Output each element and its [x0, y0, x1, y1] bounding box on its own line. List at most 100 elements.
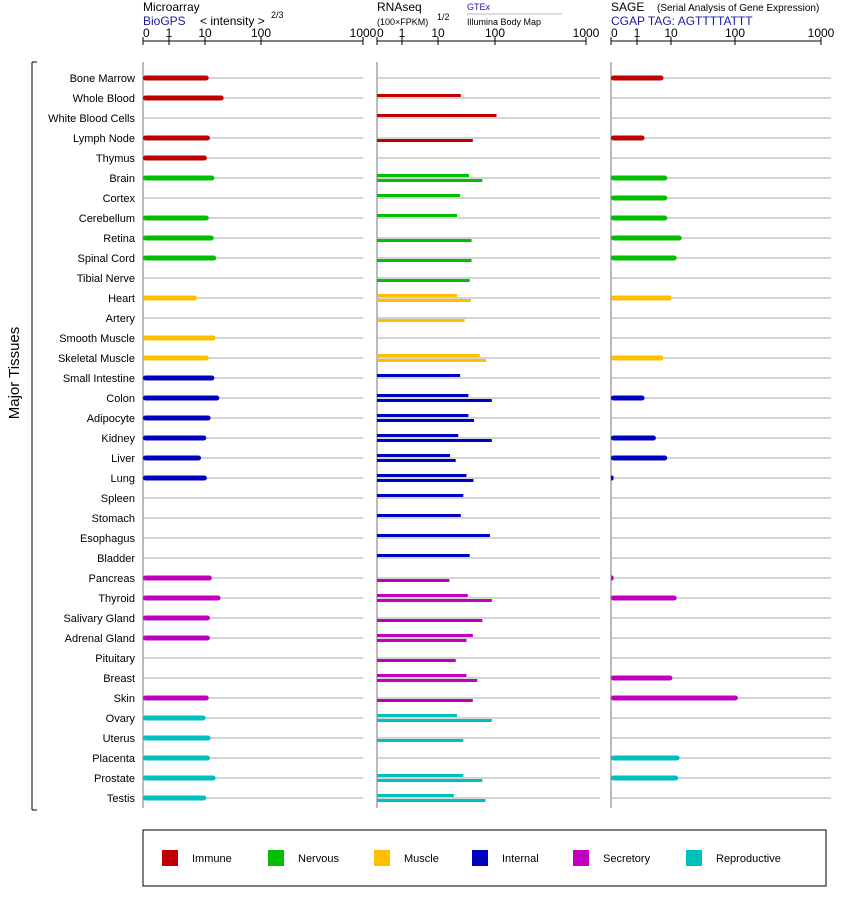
rnaseq-bar	[377, 419, 475, 422]
sage-bar	[611, 75, 664, 81]
rnaseq-bar	[377, 259, 472, 262]
sage-title: SAGE	[611, 0, 644, 14]
tissue-label: Breast	[103, 673, 135, 685]
rnaseq-bar	[377, 714, 457, 717]
microarray-bar	[143, 475, 207, 481]
sage-tick-label: 100	[725, 26, 745, 40]
tissue-label: Stomach	[92, 513, 135, 525]
tissue-label: Ovary	[106, 713, 136, 725]
sage-tick-label: 0	[611, 26, 618, 40]
tissue-label: Bone Marrow	[70, 73, 135, 85]
rnaseq-bar	[377, 114, 497, 117]
tissue-label: Lung	[111, 473, 135, 485]
tissue-label: Kidney	[101, 433, 135, 445]
rnaseq-bar	[377, 279, 470, 282]
rnaseq-source-illumina: Illumina Body Map	[467, 17, 541, 27]
tissue-label: Placenta	[92, 753, 136, 765]
tissue-label: Spleen	[101, 493, 135, 505]
rnaseq-bar	[377, 554, 470, 557]
rnaseq-bar	[377, 434, 459, 437]
tissue-label: Lymph Node	[73, 133, 135, 145]
rnaseq-bar	[377, 299, 471, 302]
microarray-bar	[143, 295, 197, 301]
rnaseq-bar	[377, 354, 480, 357]
microarray-bar	[143, 615, 210, 621]
tissue-label: Adipocyte	[87, 413, 135, 425]
microarray-bar	[143, 595, 221, 601]
rnaseq-bar	[377, 179, 483, 182]
microarray-bar	[143, 455, 201, 461]
legend-label: Nervous	[298, 853, 339, 865]
tissue-label: Skin	[114, 693, 135, 705]
rnaseq-bar	[377, 439, 492, 442]
tissue-label: Tibial Nerve	[77, 273, 135, 285]
microarray-tick-label: 1	[166, 26, 173, 40]
rnaseq-bar	[377, 679, 478, 682]
microarray-bar	[143, 375, 215, 381]
legend-item-secretory: Secretory	[573, 850, 651, 866]
rnaseq-bar	[377, 239, 472, 242]
microarray-source: BioGPS	[143, 14, 186, 28]
rnaseq-bar	[377, 414, 469, 417]
rnaseq-bar	[377, 594, 468, 597]
tissue-label: Testis	[107, 793, 136, 805]
legend-swatch	[573, 850, 589, 866]
microarray-bar	[143, 415, 211, 421]
microarray-bar	[143, 635, 210, 641]
rnaseq-tick-label: 0	[377, 26, 384, 40]
tissue-label: Spinal Cord	[78, 253, 135, 265]
microarray-scale: < intensity >	[200, 14, 265, 28]
rnaseq-bar	[377, 719, 492, 722]
rnaseq-bar	[377, 454, 451, 457]
rnaseq-bar	[377, 619, 483, 622]
tissue-label: Brain	[109, 173, 135, 185]
microarray-title: Microarray	[143, 0, 200, 14]
legend-label: Immune	[192, 853, 232, 865]
sage-bar	[611, 595, 677, 601]
tissue-label: Artery	[106, 313, 136, 325]
microarray-bar	[143, 775, 216, 781]
rnaseq-bar	[377, 774, 464, 777]
microarray-bar	[143, 355, 209, 361]
sage-bar	[611, 755, 680, 761]
rnaseq-bar	[377, 294, 457, 297]
tissue-label: Pancreas	[89, 573, 136, 585]
tissue-label: Heart	[108, 293, 135, 305]
rnaseq-bar	[377, 799, 486, 802]
microarray-bar	[143, 235, 214, 241]
microarray-bar	[143, 695, 209, 701]
legend-item-nervous: Nervous	[268, 850, 339, 866]
rnaseq-bar	[377, 319, 465, 322]
sage-tick-label: 1000	[808, 26, 835, 40]
legend-item-muscle: Muscle	[374, 850, 439, 866]
tissue-label: Esophagus	[80, 533, 136, 545]
sage-tick-label: 1	[634, 26, 641, 40]
microarray-bar	[143, 755, 210, 761]
tissue-label: Prostate	[94, 773, 135, 785]
rnaseq-bar	[377, 479, 474, 482]
y-axis-title: Major Tissues	[6, 327, 23, 420]
rnaseq-bar	[377, 139, 473, 142]
rnaseq-bar	[377, 779, 483, 782]
microarray-bar	[143, 715, 206, 721]
rnaseq-bar	[377, 739, 464, 742]
rnaseq-bar	[377, 699, 473, 702]
rnaseq-bar	[377, 94, 461, 97]
microarray-tick-label: 10	[198, 26, 212, 40]
rnaseq-tick-label: 10	[431, 26, 445, 40]
sage-bar	[611, 695, 738, 701]
tissue-label: Adrenal Gland	[65, 633, 135, 645]
tissue-label: Thymus	[96, 153, 136, 165]
rnaseq-bar	[377, 374, 461, 377]
rnaseq-tick-label: 1	[399, 26, 406, 40]
rnaseq-source-gtex: GTEx	[467, 2, 491, 12]
tissue-label: Cortex	[103, 193, 136, 205]
legend-label: Reproductive	[716, 853, 781, 865]
tissue-label: Smooth Muscle	[59, 333, 135, 345]
rnaseq-bar	[377, 534, 490, 537]
microarray-exponent: 2/3	[271, 10, 284, 20]
tissue-label: Salivary Gland	[63, 613, 135, 625]
rnaseq-bar	[377, 399, 492, 402]
sage-header: SAGE (Serial Analysis of Gene Expression…	[611, 0, 819, 28]
sage-bar	[611, 355, 664, 361]
